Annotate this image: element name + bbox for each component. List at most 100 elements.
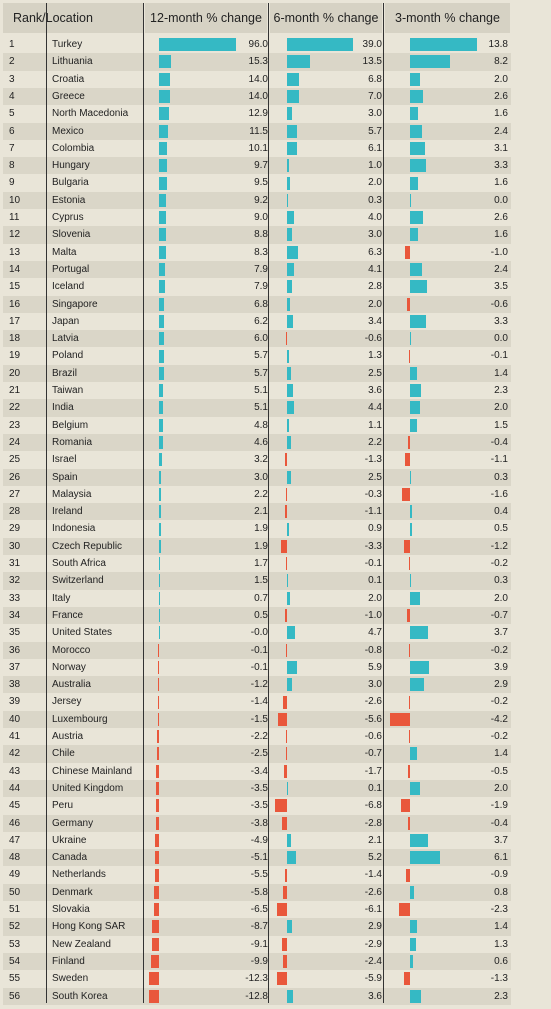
rank-cell: 53 [9, 938, 21, 950]
bar-mark [409, 730, 410, 744]
bar-mark [410, 124, 422, 138]
bar-mark [410, 176, 418, 190]
value-label: 1.6 [494, 177, 508, 189]
bar-mark [287, 141, 298, 155]
bar-mark [276, 903, 287, 917]
bar-mark [410, 782, 420, 796]
bar-mark [154, 851, 159, 865]
bar-mark [287, 574, 288, 588]
value-label: -2.6 [364, 886, 382, 898]
rank-cell: 23 [9, 419, 21, 431]
value-label: 3.9 [494, 661, 508, 673]
bar-mark [287, 349, 290, 363]
bar-mark [287, 920, 292, 934]
bar-mark [410, 107, 418, 121]
rank-cell: 51 [9, 904, 21, 915]
table-row: 5 North Macedonia 12.9 3.0 1.6 [3, 105, 511, 122]
table-row: 14 Portugal 7.9 4.1 2.4 [3, 260, 511, 279]
bar-mark [285, 747, 287, 761]
table-row: 16 Singapore 6.8 2.0 -0.6 [3, 295, 511, 313]
value-label: -5.8 [250, 886, 268, 898]
bar-mark [159, 141, 168, 155]
value-label: 14.0 [248, 73, 268, 85]
bar-mark [159, 418, 163, 432]
value-label: 1.7 [254, 558, 268, 569]
bar-mark [277, 712, 287, 726]
table-row: 47 Ukraine -4.9 2.1 3.7 [3, 832, 511, 849]
value-label: 13.8 [488, 39, 508, 50]
location-cell: Malaysia [52, 488, 92, 500]
location-cell: Australia [52, 679, 91, 691]
bar-mark [154, 885, 159, 899]
bar-mark [159, 159, 167, 173]
bar-mark [389, 712, 410, 726]
value-label: -3.5 [250, 800, 268, 812]
value-label: -1.3 [364, 454, 382, 466]
bar-mark [410, 211, 423, 225]
value-label: 4.6 [254, 436, 268, 448]
bar-mark [282, 955, 287, 969]
rank-cell: 40 [9, 713, 21, 725]
value-label: 39.0 [362, 39, 382, 50]
bar-mark [404, 539, 410, 553]
table-row: 26 Spain 3.0 2.5 0.3 [3, 468, 511, 486]
table-row: 1 Turkey 96.0 39.0 13.8 [3, 36, 511, 53]
bar-mark [410, 193, 411, 207]
bar-mark [159, 626, 160, 640]
rank-cell: 26 [9, 471, 21, 483]
value-label: -1.4 [250, 696, 268, 708]
value-label: -12.8 [245, 990, 268, 1002]
bar-mark [405, 868, 410, 882]
bar-mark [402, 487, 410, 501]
value-label: 2.0 [494, 402, 508, 414]
value-label: 1.1 [368, 419, 382, 431]
location-cell: Germany [52, 817, 94, 829]
value-label: 5.7 [254, 350, 268, 362]
bar-mark [407, 297, 410, 311]
value-label: -2.8 [364, 817, 382, 829]
header-12-month-change: 12-month % change [145, 3, 267, 33]
bar-mark [410, 470, 412, 484]
bar-mark [159, 245, 166, 259]
rank-cell: 50 [9, 886, 21, 898]
table-row: 30 Czech Republic 1.9 -3.3 -1.2 [3, 537, 511, 555]
bar-mark [287, 280, 292, 294]
bar-mark [410, 522, 413, 536]
table-row: 43 Chinese Mainland -3.4 -1.7 -0.5 [3, 763, 511, 780]
value-label: 1.4 [494, 921, 508, 933]
value-label: -9.1 [250, 938, 268, 950]
bar-mark [159, 591, 160, 605]
bar-mark [287, 107, 293, 121]
value-label: 2.6 [494, 90, 508, 102]
value-label: -5.1 [250, 852, 268, 864]
bar-mark [159, 124, 169, 138]
value-label: -1.9 [490, 800, 508, 812]
value-label: -0.7 [490, 609, 508, 621]
bar-mark [287, 176, 291, 190]
location-cell: Ukraine [52, 834, 87, 846]
bar-mark [159, 505, 161, 519]
value-label: 3.5 [494, 281, 508, 293]
bar-mark [159, 366, 164, 380]
rank-cell: 48 [9, 852, 21, 864]
table-row: 24 Romania 4.6 2.2 -0.4 [3, 433, 511, 452]
value-label: -0.1 [250, 661, 268, 673]
value-label: -3.3 [364, 540, 382, 552]
value-label: 4.0 [368, 212, 382, 223]
bar-mark [151, 955, 159, 969]
value-label: 7.9 [254, 281, 268, 293]
bar-mark [159, 384, 164, 398]
bar-mark [149, 972, 159, 986]
divider-line [46, 3, 47, 1003]
location-cell: United States [52, 627, 113, 639]
value-label: 5.7 [254, 367, 268, 379]
bar-mark [159, 453, 162, 467]
bar-mark [285, 609, 287, 623]
table-row: 18 Latvia 6.0 -0.6 0.0 [3, 330, 511, 348]
table-row: 8 Hungary 9.7 1.0 3.3 [3, 157, 511, 175]
value-label: 0.7 [254, 592, 268, 604]
location-cell: Poland [52, 350, 84, 362]
value-label: -0.0 [250, 627, 268, 639]
bar-mark [287, 314, 293, 328]
